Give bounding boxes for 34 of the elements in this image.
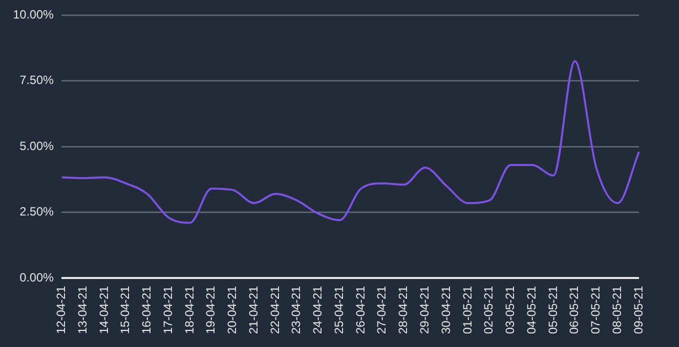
y-tick-label: 7.50% xyxy=(20,73,54,88)
x-tick-label: 02-05-21 xyxy=(482,286,496,334)
x-tick-label: 01-05-21 xyxy=(460,286,474,334)
x-tick-label: 24-04-21 xyxy=(310,286,325,334)
x-tick-label: 22-04-21 xyxy=(268,286,282,334)
line-series xyxy=(60,60,640,224)
x-tick-label: 05-05-21 xyxy=(546,286,560,334)
x-tick-label: 20-04-21 xyxy=(225,286,240,334)
x-tick-label: 15-04-21 xyxy=(118,286,132,334)
x-tick-label: 12-04-21 xyxy=(54,286,68,334)
x-tick-label: 29-04-21 xyxy=(417,286,432,334)
x-tick-label: 17-04-21 xyxy=(160,286,175,334)
y-tick-label: 10.00% xyxy=(12,8,54,22)
x-tick-label: 07-05-21 xyxy=(588,286,603,334)
x-tick-label: 26-04-21 xyxy=(353,286,368,334)
x-tick-label: 18-04-21 xyxy=(182,286,196,334)
x-tick-label: 27-04-21 xyxy=(374,286,389,334)
y-tick-label: 2.50% xyxy=(20,204,54,219)
x-tick-label: 04-05-21 xyxy=(524,286,538,334)
x-tick-label: 09-05-21 xyxy=(631,286,646,334)
x-tick-label: 30-04-21 xyxy=(438,286,453,334)
x-tick-label: 08-05-21 xyxy=(610,286,624,334)
x-tick-label: 03-05-21 xyxy=(503,286,518,334)
x-tick-label: 06-05-21 xyxy=(567,286,582,334)
x-tick-label: 28-04-21 xyxy=(396,286,410,334)
x-tick-label: 14-04-21 xyxy=(96,286,111,334)
x-tick-label: 21-04-21 xyxy=(246,286,260,334)
x-tick-label: 25-04-21 xyxy=(332,286,346,334)
y-tick-label: 0.00% xyxy=(20,270,54,284)
x-tick-label: 13-04-21 xyxy=(75,286,90,334)
x-tick-label: 23-04-21 xyxy=(289,286,304,334)
x-tick-label: 16-04-21 xyxy=(140,286,154,334)
y-tick-label: 5.00% xyxy=(20,138,54,153)
x-tick-label: 19-04-21 xyxy=(204,286,218,334)
